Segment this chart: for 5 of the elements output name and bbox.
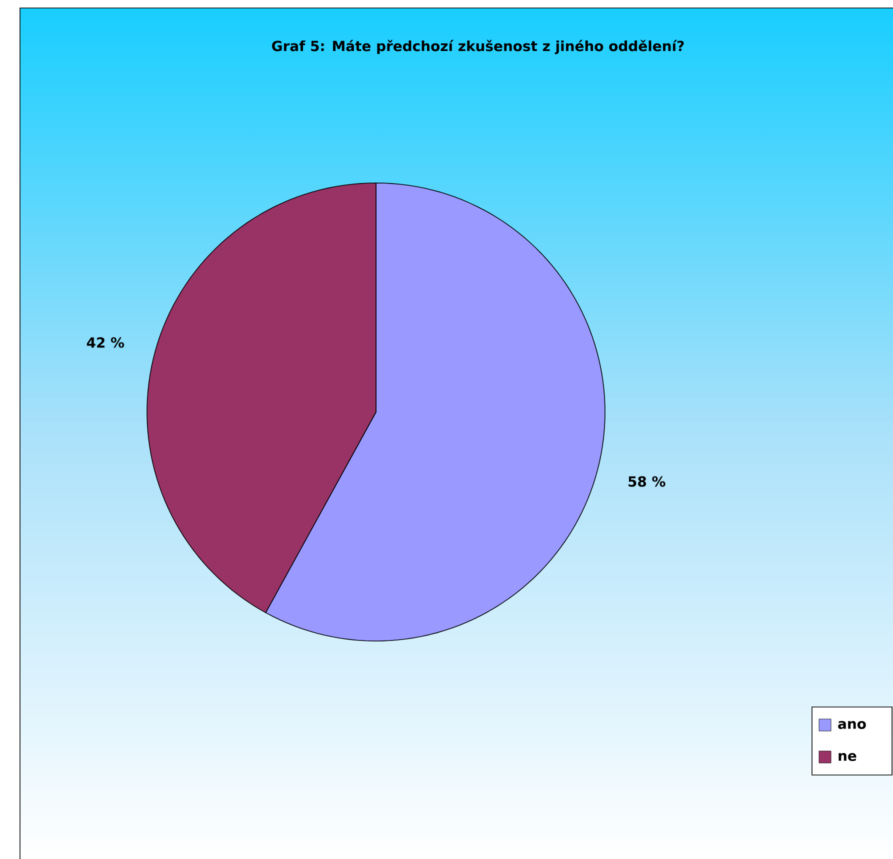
chart-title: Graf 5: Máte předchozí zkušenost z jiného oddělení?	[272, 40, 684, 54]
legend-label: ne	[838, 752, 856, 762]
legend-label: ano	[838, 720, 866, 730]
data-label: 58 %	[628, 476, 666, 487]
data-label: 42 %	[86, 337, 124, 348]
